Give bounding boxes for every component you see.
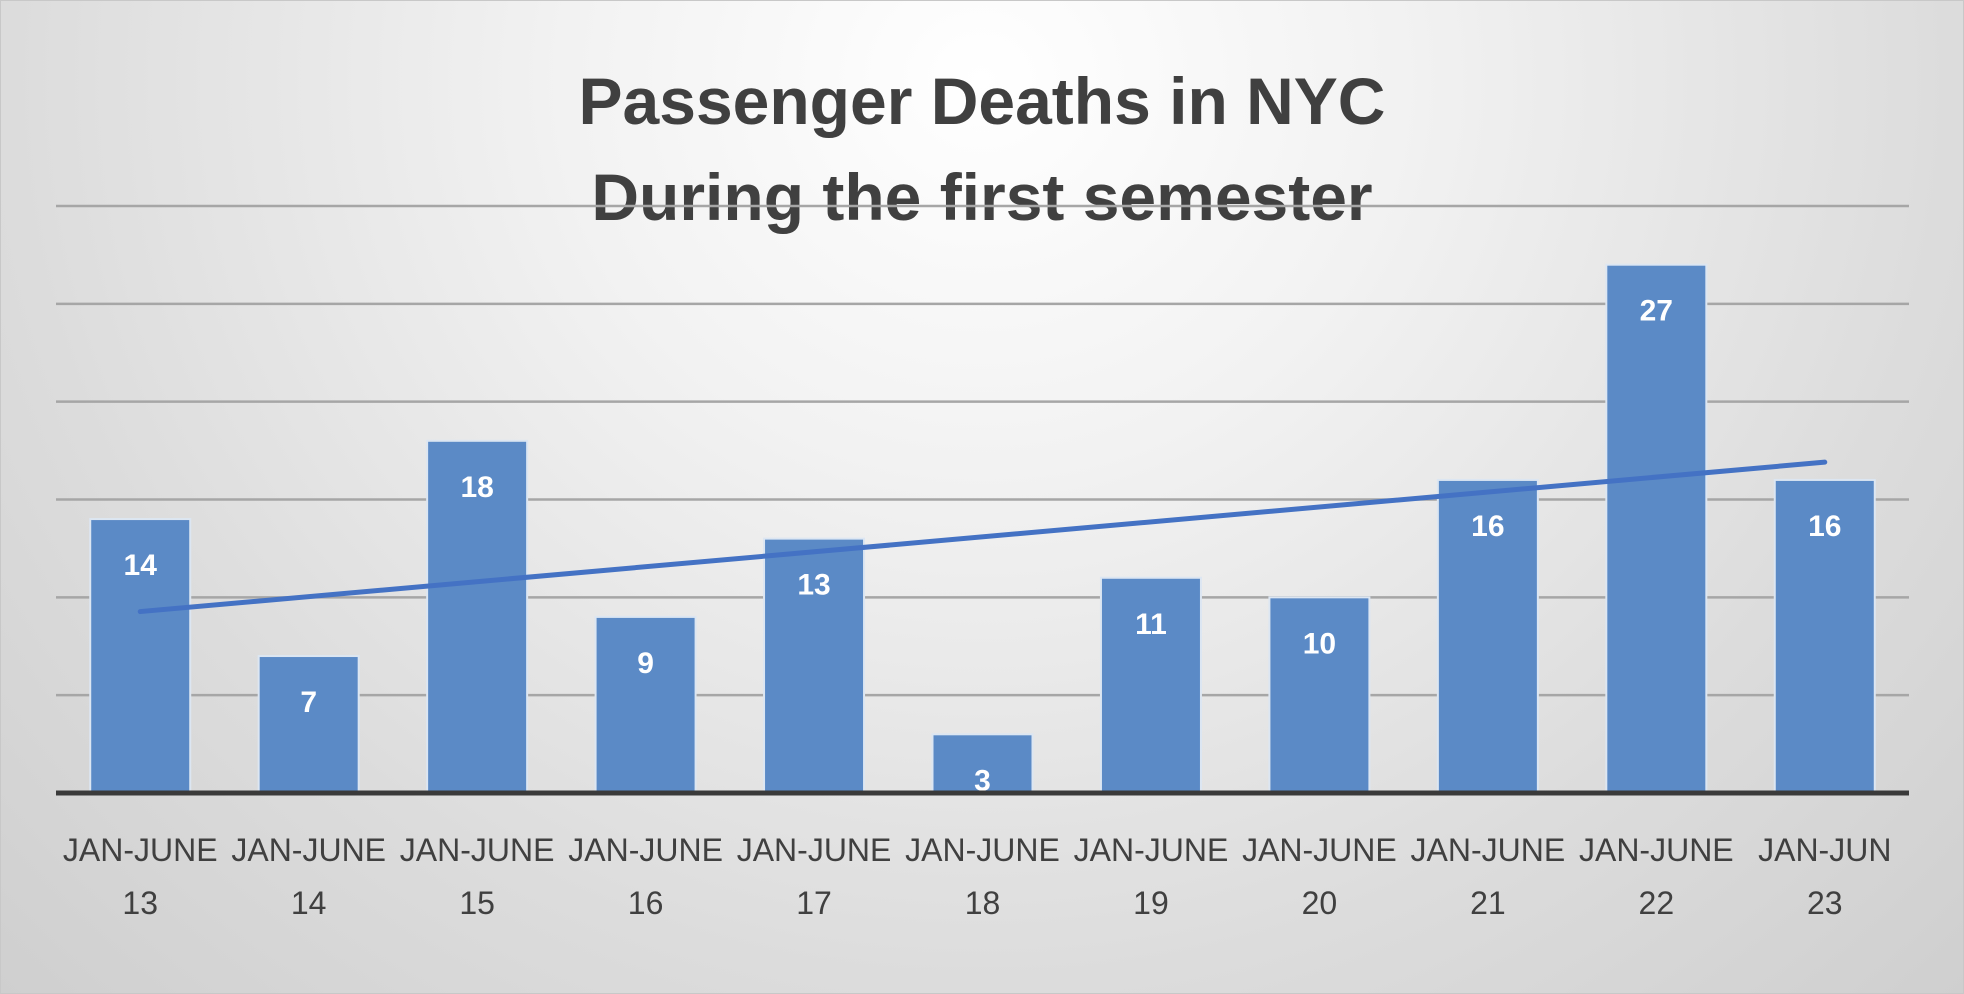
x-tick-label: JAN-JUNE xyxy=(63,832,218,868)
x-tick-label: 13 xyxy=(122,885,158,921)
bar xyxy=(1436,478,1539,794)
trendline xyxy=(137,459,1828,615)
data-label: 3 xyxy=(974,764,991,797)
x-tick-label: JAN-JUNE xyxy=(1579,832,1734,868)
data-label: 9 xyxy=(637,647,654,680)
x-tick-label: 16 xyxy=(628,885,664,921)
data-label: 11 xyxy=(1135,608,1167,641)
x-tick-label: JAN-JUNE xyxy=(905,832,1060,868)
x-tick-label: 14 xyxy=(291,885,327,921)
data-label: 27 xyxy=(1640,295,1673,328)
x-tick-label: JAN-JUNE xyxy=(1242,832,1397,868)
x-tick-label: JAN-JUNE xyxy=(737,832,892,868)
data-label: 10 xyxy=(1303,627,1336,660)
data-label: 16 xyxy=(1471,510,1504,543)
data-label: 16 xyxy=(1808,510,1841,543)
bar xyxy=(426,439,529,794)
bar xyxy=(931,733,1034,794)
x-tick-label: JAN-JUNE xyxy=(568,832,723,868)
x-tick-label: 23 xyxy=(1807,885,1843,921)
x-tick-label: 18 xyxy=(965,885,1001,921)
x-tick-label: 22 xyxy=(1639,885,1675,921)
bar xyxy=(257,655,360,794)
x-tick-label: JAN-JUNE xyxy=(1074,832,1229,868)
x-tick-label: 17 xyxy=(796,885,832,921)
bar xyxy=(594,615,697,795)
bar xyxy=(763,537,866,795)
x-tick-label: 19 xyxy=(1133,885,1169,921)
data-label: 13 xyxy=(797,569,830,602)
x-tick-label: 21 xyxy=(1470,885,1506,921)
bar xyxy=(1773,478,1876,794)
x-tick-label: JAN-JUNE xyxy=(1411,832,1566,868)
x-tick-label: JAN-JUNE xyxy=(400,832,555,868)
x-tick-label: 20 xyxy=(1302,885,1338,921)
chart-title: Passenger Deaths in NYC During the first… xyxy=(1,53,1963,245)
chart-title-line-2: During the first semester xyxy=(591,160,1373,234)
data-label: 14 xyxy=(124,549,158,582)
bar xyxy=(89,518,192,794)
x-tick-label: JAN-JUNE xyxy=(231,832,386,868)
x-tick-label: JAN-JUN xyxy=(1758,832,1891,868)
bar xyxy=(1605,263,1708,794)
data-label: 18 xyxy=(460,471,493,504)
chart-title-line-1: Passenger Deaths in NYC xyxy=(578,64,1386,138)
data-label: 7 xyxy=(300,686,317,719)
x-tick-label: 15 xyxy=(459,885,495,921)
